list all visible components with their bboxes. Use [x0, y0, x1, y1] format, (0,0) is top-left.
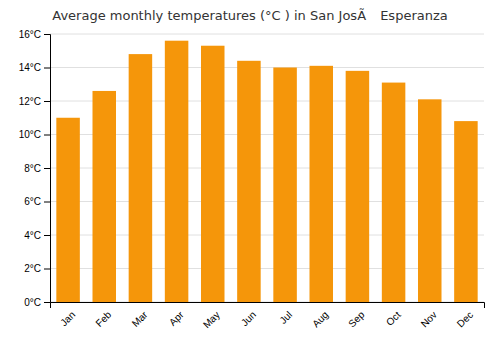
- y-tick: 6°C: [24, 196, 50, 207]
- x-tick-label: Feb: [93, 309, 113, 329]
- x-tick: Dec: [455, 309, 475, 329]
- x-tick: Apr: [167, 309, 186, 328]
- chart-svg: 0°C 2°C 4°C 6°C 8°C 10°C 12°C 14°C 16°C Jan Feb Mar…: [0, 0, 500, 350]
- x-tick-label: May: [201, 309, 222, 330]
- plot-area: 0°C 2°C 4°C 6°C 8°C 10°C 12°C 14°C 16°C Jan Feb Mar…: [19, 29, 485, 331]
- bar: [165, 41, 189, 302]
- x-tick-label: Jul: [277, 309, 294, 326]
- y-tick-label: 2°C: [24, 263, 41, 274]
- y-tick: 12°C: [19, 96, 50, 107]
- y-tick-label: 14°C: [19, 62, 41, 73]
- y-tick-mark: [44, 135, 50, 136]
- grid-line: [50, 67, 484, 68]
- grid-line: [50, 34, 484, 35]
- y-tick: 14°C: [19, 62, 50, 73]
- y-tick-label: 10°C: [19, 129, 41, 140]
- y-tick: 10°C: [19, 129, 50, 140]
- y-tick: 16°C: [19, 29, 50, 40]
- x-tick: Jul: [277, 309, 294, 326]
- bar: [273, 68, 297, 303]
- y-tick: 0°C: [24, 297, 50, 308]
- bar: [454, 121, 478, 302]
- x-tick: Feb: [93, 309, 113, 329]
- x-tick-label: Nov: [419, 309, 439, 329]
- bar: [129, 54, 153, 302]
- y-axis-line: [44, 35, 51, 303]
- bar: [92, 91, 116, 302]
- y-tick: 2°C: [24, 263, 50, 274]
- y-tick-mark: [44, 235, 50, 236]
- x-tick: Nov: [419, 309, 439, 329]
- y-tick: 8°C: [24, 163, 50, 174]
- x-tick-label: Sep: [346, 309, 367, 330]
- bars: [56, 41, 477, 302]
- x-tick: Sep: [346, 309, 367, 330]
- x-axis-line: [51, 303, 485, 309]
- x-tick-label: Mar: [130, 309, 150, 329]
- bar: [382, 83, 406, 302]
- title: Average monthly temperatures (°C ) in Sa…: [52, 8, 448, 23]
- y-tick-label: 12°C: [19, 96, 41, 107]
- y-tick-mark: [44, 101, 50, 102]
- x-tick: May: [201, 309, 222, 330]
- bar: [56, 118, 80, 302]
- x-tick: Jun: [239, 309, 258, 328]
- y-tick-label: 6°C: [24, 196, 41, 207]
- y-axis: 0°C 2°C 4°C 6°C 8°C 10°C 12°C 14°C 16°C: [19, 29, 51, 308]
- bar: [346, 71, 370, 302]
- bar: [237, 61, 261, 302]
- x-tick-label: Jun: [239, 309, 258, 328]
- y-tick-mark: [44, 202, 50, 203]
- x-tick: Mar: [130, 309, 150, 329]
- y-tick-label: 16°C: [19, 29, 41, 40]
- x-tick: Oct: [384, 309, 403, 328]
- x-tick-label: Jan: [58, 309, 77, 328]
- x-tick-label: Dec: [455, 309, 475, 329]
- bar: [418, 99, 442, 302]
- x-tick-label: Oct: [384, 309, 403, 328]
- y-tick: 4°C: [24, 230, 50, 241]
- x-tick-label: Apr: [167, 309, 186, 328]
- y-tick-mark: [44, 269, 50, 270]
- x-tick-label: Aug: [310, 309, 330, 329]
- chart-container: 0°C 2°C 4°C 6°C 8°C 10°C 12°C 14°C 16°C Jan Feb Mar…: [0, 0, 500, 350]
- y-tick-mark: [44, 34, 50, 35]
- y-tick-label: 0°C: [24, 297, 41, 308]
- x-tick: Jan: [58, 309, 77, 328]
- grid: [50, 34, 484, 302]
- y-tick-mark: [44, 302, 50, 303]
- y-tick-mark: [44, 168, 50, 169]
- y-tick-mark: [44, 68, 50, 69]
- y-tick-label: 4°C: [24, 230, 41, 241]
- x-axis: Jan Feb Mar Apr May Jun Jul Aug Sep Oct Nov Dec: [51, 303, 485, 331]
- y-tick-label: 8°C: [24, 163, 41, 174]
- x-tick: Aug: [310, 309, 330, 329]
- bar: [201, 46, 225, 302]
- bar: [309, 66, 333, 302]
